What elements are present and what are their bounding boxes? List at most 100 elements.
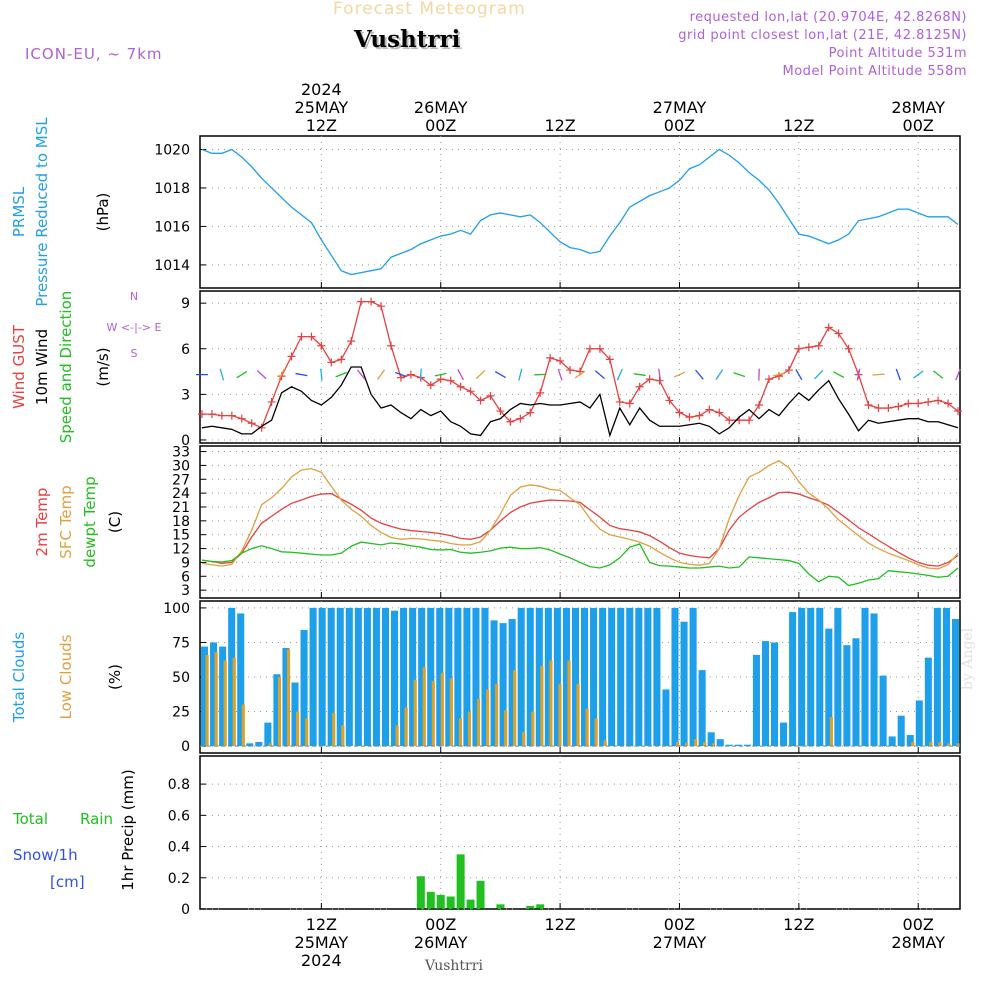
gust-marker	[924, 397, 933, 406]
low-cloud-bar	[277, 677, 282, 747]
panel-1-frame	[199, 135, 961, 289]
total-cloud-bar	[201, 646, 209, 747]
gust-marker	[367, 297, 376, 306]
gust-marker	[774, 372, 783, 381]
total-cloud-bar	[852, 638, 860, 747]
total-cloud-bar	[571, 607, 580, 747]
panel-2-frame	[199, 290, 961, 444]
gust-marker	[337, 355, 346, 364]
y-tick-label: 1014	[154, 258, 190, 274]
low-cloud-bar	[549, 660, 553, 747]
gust-marker	[307, 332, 316, 341]
x-axis-top-label: 25MAY	[295, 98, 349, 117]
panel-5-frame	[199, 755, 961, 910]
total-cloud-bar	[427, 607, 435, 747]
x-axis-bottom-label: 2024	[301, 951, 342, 970]
label-pressure-msl: Pressure Reduced to MSL	[33, 117, 51, 307]
total-cloud-bar	[309, 607, 317, 747]
precip-bar	[526, 905, 535, 909]
precip-bar	[436, 894, 445, 909]
gust-marker	[755, 401, 764, 409]
y-tick-label: 50	[172, 670, 190, 686]
gust-marker	[814, 341, 823, 350]
x-axis-top-label: 12Z	[783, 116, 814, 135]
total-cloud-bar	[725, 744, 733, 747]
low-cloud-bar	[676, 741, 680, 747]
low-cloud-bar	[495, 683, 499, 747]
low-cloud-bar	[286, 649, 291, 747]
total-cloud-bar	[345, 607, 353, 747]
x-axis-bottom-label: 12Z	[783, 915, 814, 934]
low-cloud-bar	[911, 741, 915, 747]
wind-direction-arrow	[955, 368, 961, 381]
gust-marker	[217, 411, 226, 420]
wind-direction-arrow	[335, 371, 348, 378]
gust-marker	[377, 302, 386, 311]
x-axis-bottom-label: 27MAY	[653, 933, 707, 952]
total-cloud-bar	[599, 607, 607, 747]
gust-marker	[944, 399, 953, 408]
total-cloud-bar	[210, 642, 218, 747]
y-tick-label: 0.6	[168, 808, 190, 824]
total-cloud-bar	[707, 732, 715, 747]
total-cloud-bar	[698, 670, 706, 747]
x-axis-bottom-label: 28MAY	[891, 933, 945, 952]
series-line-sfc-temp	[201, 460, 959, 570]
footer-station: Vushtrri	[425, 958, 483, 974]
x-axis-top-label: 26MAY	[414, 98, 468, 117]
gust-marker	[506, 417, 515, 426]
low-cloud-bar	[703, 741, 707, 747]
total-cloud-bar	[834, 607, 842, 747]
y-tick-label: 24	[172, 486, 190, 502]
low-cloud-bar	[956, 743, 960, 747]
total-cloud-bar	[463, 607, 471, 747]
y-tick-label: 3	[181, 387, 190, 403]
gust-marker	[884, 404, 893, 413]
total-cloud-bar	[372, 607, 380, 747]
low-cloud-bar	[513, 670, 517, 747]
low-cloud-bar	[268, 743, 273, 747]
wind-direction-arrow	[457, 368, 465, 381]
wind-direction-arrow	[658, 368, 662, 381]
gust-marker	[874, 404, 883, 413]
low-cloud-bar	[467, 711, 472, 747]
low-cloud-bar	[585, 708, 589, 747]
low-cloud-bar	[305, 718, 309, 747]
low-cloud-bar	[241, 704, 245, 747]
total-cloud-bar	[870, 613, 878, 747]
low-cloud-bar	[558, 683, 562, 747]
compass-north: N	[130, 290, 138, 303]
total-cloud-bar	[662, 689, 670, 747]
total-cloud-bar	[454, 607, 462, 747]
gust-marker	[287, 352, 296, 361]
low-cloud-bar	[540, 665, 544, 747]
y-tick-label: 3	[181, 583, 190, 599]
low-cloud-bar	[232, 657, 236, 747]
y-tick-label: 6	[181, 569, 190, 585]
y-tick-label: 100	[163, 601, 190, 617]
low-cloud-bar	[458, 718, 463, 747]
total-cloud-bar	[807, 607, 815, 747]
gust-marker	[476, 396, 485, 405]
wind-direction-arrow	[419, 368, 422, 381]
total-cloud-bar	[354, 607, 362, 747]
total-cloud-bar	[861, 607, 869, 747]
model-label: ICON-EU, ~ 7km	[25, 45, 163, 63]
gust-marker	[715, 408, 724, 417]
wind-direction-arrow	[695, 369, 704, 380]
wind-direction-arrow	[814, 369, 824, 380]
x-axis-top-label: 00Z	[664, 116, 695, 135]
wind-direction-arrow	[295, 372, 308, 377]
wind-direction-arrow	[795, 369, 803, 381]
wind-direction-arrow	[434, 372, 447, 377]
low-cloud-bar	[205, 654, 209, 747]
y-tick-label: 0.2	[168, 871, 190, 887]
wind-direction-arrow	[518, 368, 523, 381]
precip-bar	[466, 899, 475, 909]
label-sfc-temp: SFC Temp	[57, 485, 75, 558]
gust-marker	[317, 341, 326, 350]
y-tick-label: 0.4	[168, 840, 190, 856]
gust-marker	[844, 344, 853, 353]
total-cloud-bar	[942, 607, 950, 747]
